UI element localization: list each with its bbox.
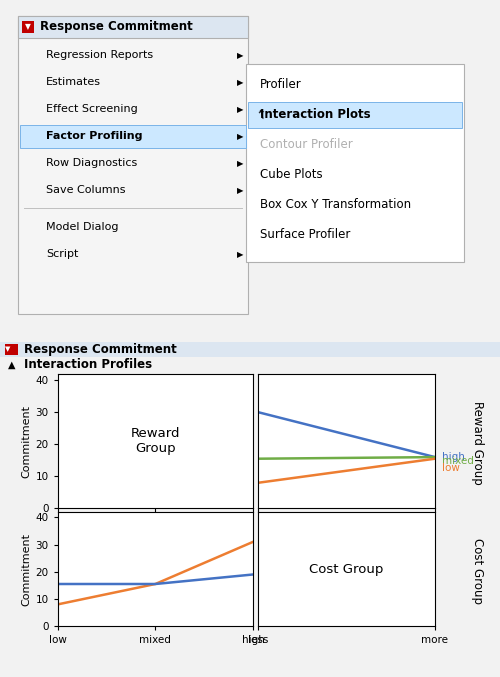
Bar (20, 125, 246, 148)
Text: high: high (442, 452, 465, 462)
Bar (18, 16, 248, 314)
Text: Surface Profiler: Surface Profiler (260, 228, 350, 242)
Bar (18, 16, 248, 38)
Text: Box Cox Y Transformation: Box Cox Y Transformation (260, 198, 411, 211)
Text: Cost Group: Cost Group (471, 538, 484, 604)
Text: ▲: ▲ (8, 359, 15, 370)
Text: less: less (261, 534, 281, 544)
Text: ▶: ▶ (237, 105, 243, 114)
Text: ▼: ▼ (25, 22, 31, 32)
Text: low: low (442, 462, 460, 473)
Text: Profiler: Profiler (260, 79, 302, 91)
Text: Cost Group: Cost Group (310, 563, 384, 575)
Text: ▶: ▶ (237, 132, 243, 141)
Y-axis label: Commitment: Commitment (21, 533, 31, 605)
Text: Response Commitment: Response Commitment (40, 20, 193, 33)
Text: Effect Screening: Effect Screening (46, 104, 138, 114)
Bar (246, 64, 464, 262)
Text: Interaction Profiles: Interaction Profiles (24, 358, 152, 371)
Text: Estimates: Estimates (46, 77, 101, 87)
Text: ▶: ▶ (237, 51, 243, 60)
Bar (248, 102, 462, 128)
Text: Save Columns: Save Columns (46, 185, 126, 196)
Text: Reward
Group: Reward Group (130, 427, 180, 455)
Text: Regression Reports: Regression Reports (46, 51, 153, 60)
Text: Contour Profiler: Contour Profiler (260, 139, 353, 152)
Text: ▶: ▶ (237, 159, 243, 168)
Text: Row Diagnostics: Row Diagnostics (46, 158, 137, 169)
Text: Factor Profiling: Factor Profiling (46, 131, 142, 141)
Y-axis label: Commitment: Commitment (21, 405, 31, 477)
Bar (22, 21, 34, 33)
Text: mixed: mixed (442, 456, 474, 466)
Text: ▶: ▶ (237, 186, 243, 195)
Bar (5, 344, 18, 355)
Text: ↖: ↖ (252, 107, 268, 123)
Text: Interaction Plots: Interaction Plots (260, 108, 370, 121)
Text: Cube Plots: Cube Plots (260, 169, 322, 181)
Text: Reward Group: Reward Group (471, 401, 484, 485)
Text: Response Commitment: Response Commitment (24, 343, 177, 356)
Text: Script: Script (46, 249, 78, 259)
Text: ▶: ▶ (237, 78, 243, 87)
Text: ▼: ▼ (4, 347, 10, 352)
Text: ▶: ▶ (237, 250, 243, 259)
Text: more: more (261, 572, 288, 582)
Text: Model Dialog: Model Dialog (46, 223, 118, 232)
